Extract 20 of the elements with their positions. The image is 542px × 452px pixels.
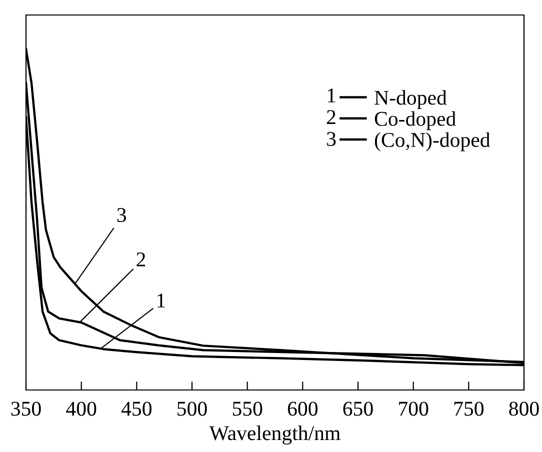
text: 2 [326,110,336,124]
x-tick-label: 650 [343,402,373,416]
x-tick-label: 500 [178,402,207,416]
legend-label: N-doped [374,90,447,110]
x-tick-label: 550 [232,402,262,416]
x-tick-label: 400 [66,402,96,416]
text: 1 [328,88,336,102]
x-axis-title: Wavelength/nm [209,426,340,445]
x-tick-label: 350 [11,402,41,416]
text: 3 [327,132,336,146]
x-tick-label: 700 [399,402,428,416]
x-tick-label: 750 [454,402,484,416]
legend-label: (Co,N)-doped [374,132,490,152]
annotation: 1 [158,294,165,308]
x-tick-label: 800 [509,402,539,416]
x-tick-label: 450 [121,402,152,416]
x-tick-label: 600 [288,402,318,416]
annotation: 2 [136,252,146,266]
legend-label: Co-doped [374,111,456,130]
annotation: 3 [117,208,126,222]
